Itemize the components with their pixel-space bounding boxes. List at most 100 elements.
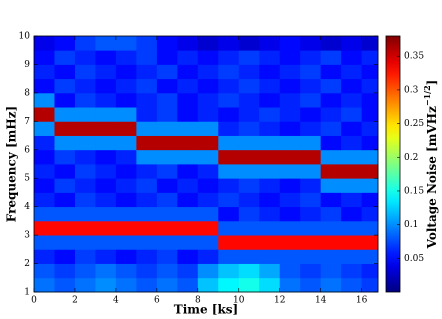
heatmap-cell	[197, 220, 219, 236]
x-tick-label: 4	[113, 296, 119, 306]
heatmap-cell	[218, 92, 240, 108]
heatmap-cell	[156, 178, 178, 193]
colorbar-label-exponent: −1/2	[422, 85, 432, 106]
heatmap-cell	[300, 164, 322, 179]
heatmap-cell	[218, 36, 240, 51]
heatmap-cell	[95, 121, 117, 136]
heatmap-cell	[320, 135, 342, 151]
heatmap-cell	[95, 178, 117, 193]
heatmap-cell	[54, 178, 76, 193]
heatmap-cell	[361, 92, 379, 108]
heatmap-cell	[136, 36, 158, 51]
heatmap-cell	[34, 149, 55, 165]
heatmap-cell	[320, 64, 342, 80]
heatmap-cell	[300, 50, 322, 65]
heatmap-cell	[341, 206, 363, 222]
x-tick-label: 14	[315, 296, 327, 306]
heatmap-cell	[259, 235, 281, 250]
heatmap-cell	[279, 220, 301, 236]
heatmap-cell	[259, 249, 281, 264]
heatmap-cell	[361, 178, 379, 193]
heatmap-cell	[115, 164, 137, 179]
heatmap-cell	[238, 235, 260, 250]
heatmap-cell	[177, 121, 199, 136]
heatmap-cell	[218, 277, 240, 293]
colorbar-tick-label: 0.2	[404, 153, 418, 163]
heatmap-cell	[341, 78, 363, 94]
heatmap-cell	[279, 149, 301, 165]
heatmap-cell	[156, 277, 178, 293]
heatmap-cell	[238, 249, 260, 264]
heatmap-cell	[361, 263, 379, 279]
heatmap-cell	[279, 178, 301, 193]
heatmap-cell	[300, 78, 322, 94]
heatmap-cell	[95, 36, 117, 51]
heatmap-cell	[259, 36, 281, 51]
heatmap-cell	[320, 220, 342, 236]
heatmap-cell	[341, 178, 363, 193]
y-tick-label: 8	[24, 88, 30, 98]
heatmap-cell	[279, 192, 301, 208]
heatmap-cell	[115, 192, 137, 208]
heatmap-cell	[279, 206, 301, 222]
heatmap-cell	[238, 50, 260, 65]
heatmap-cell	[341, 249, 363, 264]
heatmap-cell	[95, 64, 117, 80]
heatmap-cell	[361, 206, 379, 222]
heatmap-cell	[74, 64, 96, 80]
heatmap-cell	[74, 107, 96, 122]
heatmap-cell	[320, 78, 342, 94]
heatmap-cell	[95, 50, 117, 65]
colorbar-tick-label: 0.35	[404, 52, 424, 62]
heatmap-cell	[361, 36, 379, 51]
x-tick-label: 6	[154, 296, 160, 306]
heatmap-cell	[238, 92, 260, 108]
heatmap-cell	[279, 277, 301, 293]
y-tick-label: 10	[19, 32, 31, 42]
heatmap-cell	[34, 206, 55, 222]
heatmap-cell	[197, 92, 219, 108]
heatmap-cell	[320, 192, 342, 208]
heatmap-cell	[54, 249, 76, 264]
heatmap-cell	[136, 178, 158, 193]
heatmap-cell	[341, 235, 363, 250]
heatmap-cell	[320, 149, 342, 165]
heatmap-cell	[34, 277, 55, 293]
heatmap-cell	[54, 206, 76, 222]
heatmap-cell	[156, 220, 178, 236]
heatmap-cell	[341, 135, 363, 151]
heatmap-cell	[95, 107, 117, 122]
heatmap-cell	[218, 50, 240, 65]
heatmap-cell	[238, 277, 260, 293]
heatmap-cell	[341, 121, 363, 136]
heatmap-cell	[341, 149, 363, 165]
heatmap-cell	[300, 149, 322, 165]
heatmap-cell	[95, 164, 117, 179]
heatmap-cell	[136, 235, 158, 250]
heatmap-cell	[156, 149, 178, 165]
heatmap-cell	[238, 206, 260, 222]
heatmap-cell	[341, 263, 363, 279]
heatmap-cell	[95, 249, 117, 264]
heatmap-cell	[95, 92, 117, 108]
heatmap-cell	[218, 135, 240, 151]
colorbar-tick-label: 0.1	[404, 220, 418, 230]
heatmap-cell	[156, 64, 178, 80]
heatmap-cell	[34, 263, 55, 279]
heatmap-cell	[74, 178, 96, 193]
heatmap-cell	[259, 164, 281, 179]
heatmap-cell	[341, 64, 363, 80]
heatmap-cell	[136, 121, 158, 136]
heatmap-cell	[218, 107, 240, 122]
colorbar-label-end: ]	[425, 80, 439, 86]
y-tick-label: 9	[24, 60, 30, 70]
heatmap-cell	[54, 277, 76, 293]
heatmap-cell	[279, 164, 301, 179]
heatmap-cell	[54, 192, 76, 208]
heatmap-cell	[95, 192, 117, 208]
heatmap-cell	[136, 107, 158, 122]
heatmap-cell	[34, 121, 55, 136]
heatmap-cell	[34, 164, 55, 179]
heatmap-cell	[361, 135, 379, 151]
heatmap-cell	[177, 263, 199, 279]
